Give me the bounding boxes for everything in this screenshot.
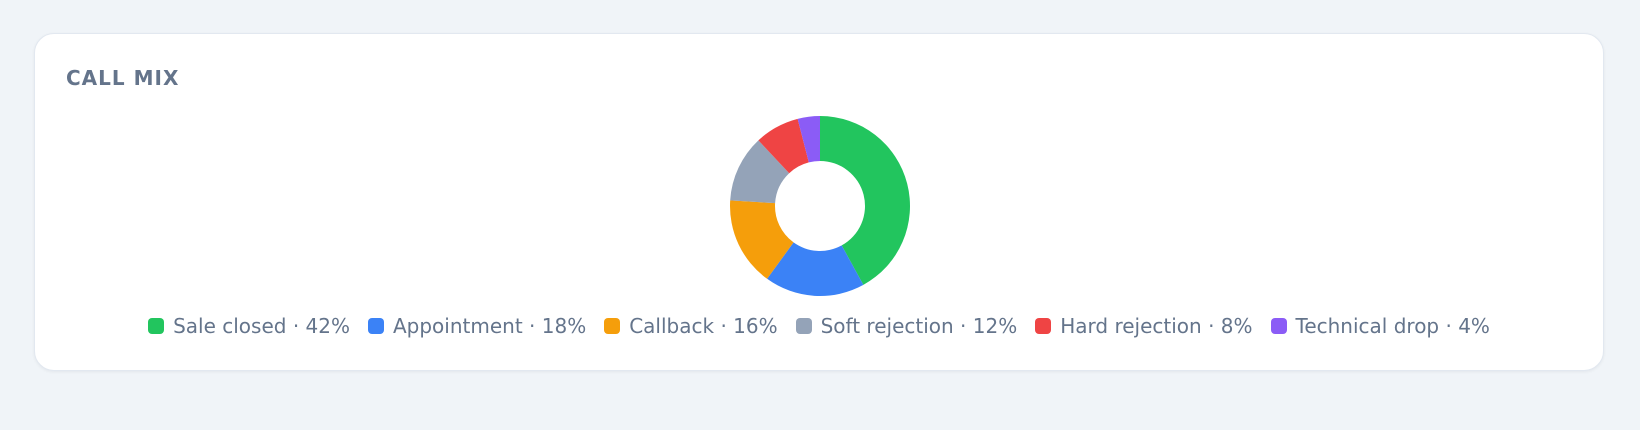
legend-swatch: [795, 318, 812, 334]
legend-name: Callback: [629, 314, 715, 338]
legend-name: Appointment: [392, 314, 523, 338]
legend-item: Hard rejection · 8%: [1035, 314, 1253, 338]
legend-value: 42%: [305, 314, 350, 338]
legend-separator: ·: [1445, 314, 1452, 338]
legend-label: Appointment · 18%: [393, 314, 586, 338]
legend-label: Sale closed · 42%: [173, 314, 350, 338]
legend-item: Appointment · 18%: [367, 314, 586, 338]
legend-item: Soft rejection · 12%: [795, 314, 1018, 338]
legend-swatch: [604, 318, 621, 334]
legend-value: 8%: [1220, 314, 1253, 338]
donut-chart: [730, 116, 911, 297]
legend-value: 18%: [541, 314, 587, 338]
legend-separator: ·: [529, 314, 536, 338]
legend-name: Technical drop: [1295, 314, 1440, 338]
legend-label: Technical drop · 4%: [1296, 314, 1490, 338]
legend-swatch: [148, 318, 165, 334]
donut-slice: [730, 200, 794, 279]
legend-label: Hard rejection · 8%: [1060, 314, 1252, 338]
legend-swatch: [367, 318, 384, 334]
legend-item: Sale closed · 42%: [148, 314, 350, 338]
donut-slice: [797, 116, 820, 163]
legend-label: Soft rejection · 12%: [821, 314, 1018, 338]
legend-item: Callback · 16%: [604, 314, 778, 338]
legend-separator: ·: [1208, 314, 1215, 338]
legend-label: Callback · 16%: [629, 314, 777, 338]
donut-slice: [730, 140, 790, 204]
legend: Sale closed · 42% Appointment · 18% Callba…: [35, 314, 1603, 338]
legend-name: Sale closed: [173, 314, 287, 338]
card: CALL MIX Sale closed · 42% Appointment · …: [34, 33, 1604, 371]
legend-value: 12%: [972, 314, 1018, 338]
legend-value: 16%: [733, 314, 778, 338]
legend-name: Hard rejection: [1060, 314, 1202, 338]
legend-separator: ·: [720, 314, 727, 338]
legend-separator: ·: [292, 314, 300, 338]
legend-value: 4%: [1458, 314, 1490, 338]
card-title: CALL MIX: [66, 66, 180, 90]
donut-slice: [758, 118, 809, 174]
legend-swatch: [1270, 318, 1287, 334]
legend-swatch: [1035, 318, 1052, 334]
legend-name: Soft rejection: [820, 314, 954, 338]
donut-slice: [820, 116, 911, 285]
legend-item: Technical drop · 4%: [1270, 314, 1490, 338]
donut-slice: [767, 242, 864, 297]
legend-separator: ·: [960, 314, 967, 338]
